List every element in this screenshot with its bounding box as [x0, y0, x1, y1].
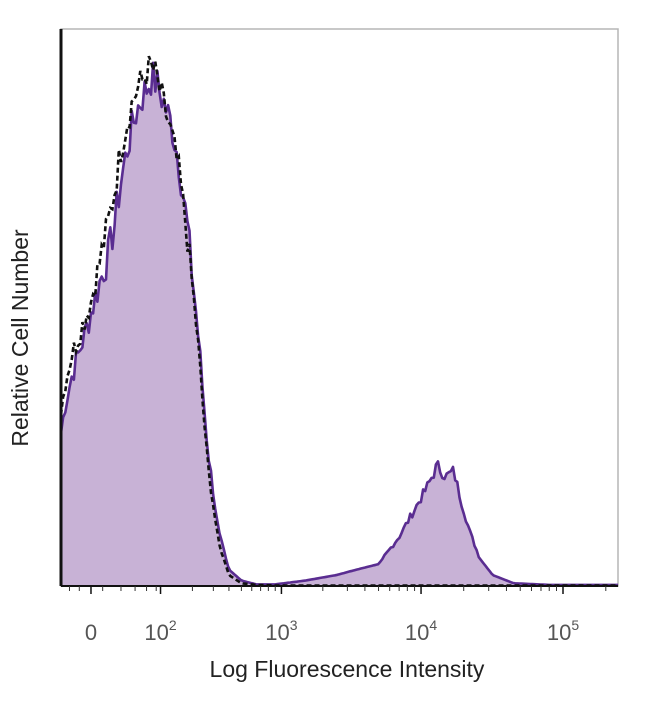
x-axis-title: Log Fluorescence Intensity	[210, 656, 485, 682]
sample-histogram-fill	[61, 62, 618, 587]
sample-histogram-line	[59, 61, 618, 587]
x-tick-label: 104	[405, 617, 437, 645]
y-axis-title: Relative Cell Number	[7, 229, 33, 447]
x-tick-layer: 0 102 103 104 105	[68, 586, 607, 645]
x-tick-label: 103	[265, 617, 297, 645]
x-tick-label: 0	[85, 620, 97, 645]
x-tick-label: 105	[547, 617, 579, 645]
x-tick-label: 102	[144, 617, 176, 645]
